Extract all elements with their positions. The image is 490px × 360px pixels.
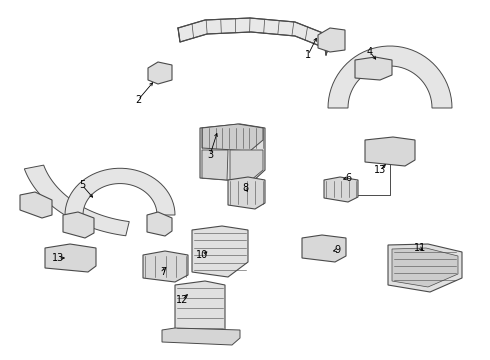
- Text: 4: 4: [367, 47, 373, 57]
- Polygon shape: [365, 137, 415, 166]
- Polygon shape: [230, 150, 263, 181]
- Polygon shape: [228, 177, 265, 209]
- Polygon shape: [200, 124, 265, 182]
- Polygon shape: [328, 46, 452, 108]
- Polygon shape: [324, 177, 358, 202]
- Text: 9: 9: [334, 245, 340, 255]
- Text: 2: 2: [135, 95, 141, 105]
- Text: 3: 3: [207, 150, 213, 160]
- Polygon shape: [147, 212, 172, 236]
- Polygon shape: [302, 235, 346, 262]
- Polygon shape: [143, 251, 188, 282]
- Text: 1: 1: [305, 50, 311, 60]
- Polygon shape: [162, 328, 240, 345]
- Text: 7: 7: [160, 267, 166, 277]
- Polygon shape: [318, 28, 345, 52]
- Polygon shape: [355, 57, 392, 80]
- Text: 13: 13: [52, 253, 64, 263]
- Polygon shape: [202, 150, 228, 180]
- Text: 11: 11: [414, 243, 426, 253]
- Polygon shape: [45, 244, 96, 272]
- Text: 13: 13: [374, 165, 386, 175]
- Polygon shape: [65, 168, 175, 215]
- Polygon shape: [24, 165, 129, 236]
- Text: 10: 10: [196, 250, 208, 260]
- Text: 8: 8: [242, 183, 248, 193]
- Polygon shape: [192, 226, 248, 277]
- Text: 6: 6: [345, 173, 351, 183]
- Polygon shape: [175, 281, 225, 342]
- Polygon shape: [20, 192, 52, 218]
- Polygon shape: [63, 212, 94, 238]
- Polygon shape: [392, 248, 458, 287]
- Polygon shape: [178, 18, 330, 55]
- Text: 12: 12: [176, 295, 188, 305]
- Polygon shape: [388, 244, 462, 292]
- Text: 5: 5: [79, 180, 85, 190]
- Polygon shape: [202, 124, 263, 151]
- Polygon shape: [148, 62, 172, 84]
